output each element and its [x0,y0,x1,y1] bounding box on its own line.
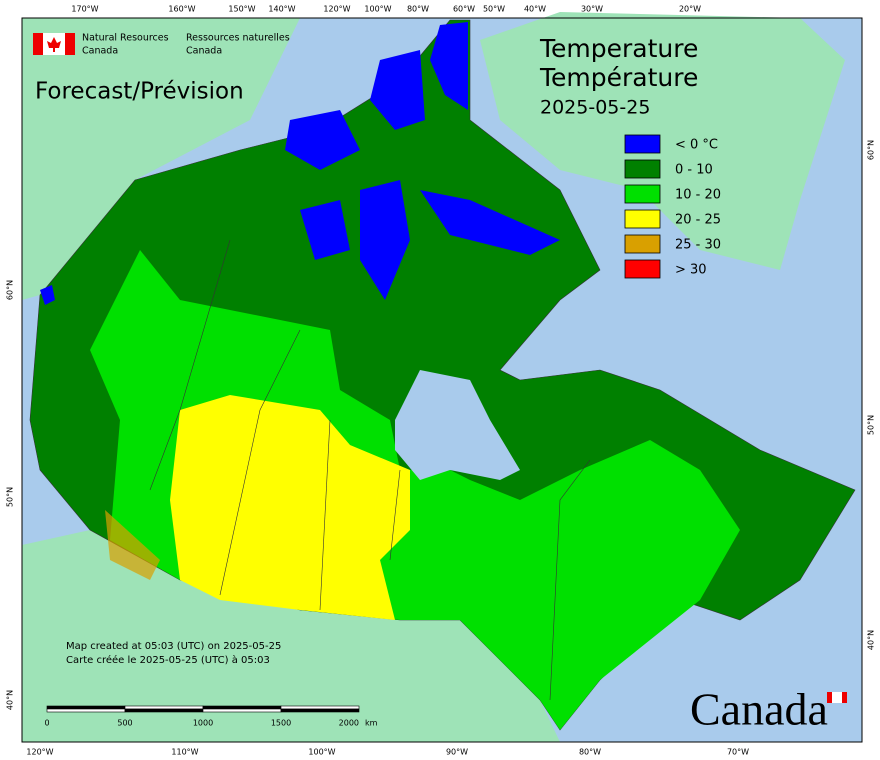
scale-segment [202,705,282,710]
right-label: 60°N [867,140,876,160]
legend-swatch [624,234,661,254]
agency-en: Canada [82,46,118,57]
canada-mild [90,250,740,730]
product-label: Forecast/Prévision [35,79,244,105]
top-label: 120°W [323,5,350,14]
scale-label: 0 [44,719,49,728]
usa [22,530,560,742]
nrcan-signature: Natural Resources Canada Ressources natu… [33,33,290,57]
legend-label: < 0 °C [675,138,718,153]
agency-fr: Canada [186,46,222,57]
left-label: 40°N [6,690,15,710]
scale-segment [202,708,282,713]
alaska [22,18,300,300]
scale-segment [124,705,204,710]
arctic-cold [40,22,560,305]
top-label: 20°W [679,5,701,14]
bottom-label: 100°W [308,748,335,757]
legend-label: 0 - 10 [675,163,713,178]
scale-segment [46,705,126,710]
left-label: 60°N [6,280,15,300]
legend-label: 20 - 25 [675,213,721,228]
legend-swatch [624,259,661,279]
scale-segment [46,708,126,713]
legend: < 0 °C 0 - 10 10 - 20 20 - 25 25 - 30 > 30 [624,134,721,279]
flag-bar [827,692,832,703]
warm-spot [105,510,160,580]
canada-warm [170,395,410,620]
right-label: 50°N [867,415,876,435]
legend-swatch [624,209,661,229]
top-label: 160°W [168,5,195,14]
legend-label: 10 - 20 [675,188,721,203]
legend-label: 25 - 30 [675,238,721,253]
legend-swatch [624,134,661,154]
bottom-label: 120°W [26,748,53,757]
legend-label: > 30 [675,263,707,278]
top-label: 170°W [71,5,98,14]
legend-swatch [624,159,661,179]
wordmark: Canada [690,684,828,735]
title: Temperature [539,34,698,63]
top-label: 150°W [228,5,255,14]
map-body [22,12,862,742]
credit-line: Map created at 05:03 (UTC) on 2025-05-25 [66,641,281,652]
flag-bar [65,33,75,55]
scale-segment [124,708,204,713]
top-label: 100°W [364,5,391,14]
graticule-labels: 170°W 160°W 150°W 140°W 120°W 100°W 80°W… [6,5,876,757]
scale-segment [280,708,360,713]
top-label: 60°W [453,5,475,14]
maple-leaf [47,37,61,52]
agency-en: Natural Resources [82,33,169,44]
date: 2025-05-25 [540,97,650,119]
top-label: 30°W [581,5,603,14]
legend-swatch [624,184,661,204]
left-label: 50°N [6,487,15,507]
map-frame [21,17,863,743]
scale-label: 1000 [193,719,213,728]
bottom-label: 80°W [579,748,601,757]
boundaries [149,239,591,701]
scale-label: 2000 [339,719,359,728]
right-label: 40°N [867,630,876,650]
scale-unit: km [365,719,378,728]
top-label: 140°W [268,5,295,14]
hudson-bay [395,370,520,480]
bottom-label: 110°W [171,748,198,757]
top-label: 50°W [483,5,505,14]
scale-bar: 0 500 1000 1500 2000 km [44,705,378,728]
greenland [480,12,845,270]
credits: Map created at 05:03 (UTC) on 2025-05-25… [66,641,281,666]
flag-bar [842,692,847,703]
flag-field [832,692,842,703]
scale-segment [280,705,360,710]
canada-wordmark: Canada [690,684,847,735]
scale-label: 1500 [271,719,291,728]
scale-label: 500 [117,719,132,728]
top-label: 80°W [407,5,429,14]
credit-line: Carte créée le 2025-05-25 (UTC) à 05:03 [66,654,270,666]
bottom-label: 90°W [446,748,468,757]
flag-bar [33,33,43,55]
top-label: 40°W [524,5,546,14]
agency-fr: Ressources naturelles [186,33,290,44]
bottom-label: 70°W [727,748,749,757]
title: Température [539,63,698,92]
